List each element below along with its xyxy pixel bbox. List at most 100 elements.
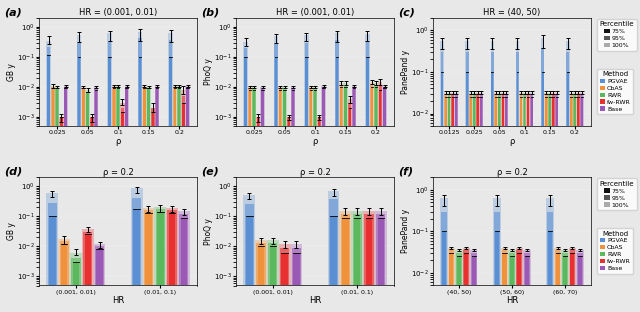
Bar bbox=[178, 88, 180, 312]
Bar bbox=[371, 87, 373, 312]
Bar bbox=[452, 97, 454, 312]
Y-axis label: PanePand y: PanePand y bbox=[401, 209, 410, 253]
Bar bbox=[501, 248, 508, 312]
Bar bbox=[317, 117, 321, 312]
Bar bbox=[463, 250, 469, 312]
Bar bbox=[353, 87, 356, 312]
Bar bbox=[248, 87, 252, 312]
Bar bbox=[581, 97, 583, 312]
Bar bbox=[552, 97, 554, 312]
Bar bbox=[577, 253, 583, 312]
Bar bbox=[505, 95, 508, 312]
Bar bbox=[562, 253, 568, 312]
Bar bbox=[186, 87, 189, 312]
Bar bbox=[523, 250, 531, 312]
Bar bbox=[173, 87, 177, 312]
Bar bbox=[108, 41, 111, 312]
Bar bbox=[274, 36, 278, 312]
Bar bbox=[451, 93, 454, 312]
Bar bbox=[287, 117, 290, 312]
Bar bbox=[472, 256, 476, 312]
Bar bbox=[83, 232, 92, 312]
Bar bbox=[340, 214, 350, 312]
Bar bbox=[142, 86, 147, 312]
Legend: PGVAE, CbAS, RWR, fw-RWR, Base: PGVAE, CbAS, RWR, fw-RWR, Base bbox=[597, 228, 634, 274]
Bar bbox=[471, 253, 477, 312]
Bar bbox=[570, 93, 573, 312]
Bar bbox=[58, 239, 70, 312]
Bar bbox=[95, 90, 97, 312]
Bar bbox=[502, 253, 507, 312]
Bar bbox=[448, 95, 451, 312]
Bar bbox=[336, 57, 338, 312]
Bar bbox=[125, 88, 128, 312]
Bar bbox=[51, 87, 54, 312]
Bar bbox=[383, 87, 386, 312]
Bar bbox=[444, 95, 447, 312]
Bar bbox=[86, 92, 90, 312]
Bar bbox=[321, 86, 326, 312]
Bar bbox=[498, 95, 500, 312]
Bar bbox=[508, 250, 516, 312]
Bar bbox=[133, 209, 140, 312]
Text: (d): (d) bbox=[4, 167, 23, 177]
Bar bbox=[60, 241, 68, 312]
Bar bbox=[502, 250, 508, 312]
Bar bbox=[314, 88, 317, 312]
Bar bbox=[378, 218, 384, 312]
Bar bbox=[351, 211, 363, 312]
Bar bbox=[90, 117, 94, 312]
Bar bbox=[248, 88, 252, 312]
Bar bbox=[55, 87, 60, 312]
Bar bbox=[244, 204, 254, 312]
Bar bbox=[60, 117, 63, 312]
Bar bbox=[244, 57, 246, 312]
Bar bbox=[344, 85, 347, 312]
X-axis label: HR: HR bbox=[506, 296, 518, 305]
Bar bbox=[84, 235, 91, 312]
Y-axis label: PhoQ y: PhoQ y bbox=[204, 59, 213, 85]
Bar bbox=[51, 86, 55, 312]
Bar bbox=[470, 250, 477, 312]
Bar bbox=[570, 97, 572, 312]
Bar bbox=[363, 211, 375, 312]
Bar bbox=[93, 244, 106, 312]
Bar bbox=[376, 214, 385, 312]
Bar bbox=[60, 117, 63, 312]
Bar bbox=[440, 198, 448, 312]
Bar bbox=[86, 90, 90, 312]
Bar bbox=[329, 199, 338, 312]
Bar bbox=[552, 93, 555, 312]
Bar bbox=[469, 95, 472, 312]
Bar bbox=[47, 193, 58, 312]
Bar bbox=[498, 93, 501, 312]
Bar bbox=[561, 250, 569, 312]
Bar bbox=[291, 87, 295, 312]
Bar bbox=[574, 97, 576, 312]
Bar bbox=[445, 97, 447, 312]
Bar bbox=[516, 248, 523, 312]
Bar bbox=[177, 86, 181, 312]
Bar bbox=[154, 207, 166, 312]
Bar bbox=[252, 87, 256, 312]
Bar bbox=[495, 232, 499, 312]
Bar bbox=[519, 93, 523, 312]
Bar bbox=[131, 188, 143, 312]
Bar bbox=[305, 57, 308, 312]
Bar bbox=[547, 198, 554, 312]
Bar bbox=[275, 57, 277, 312]
Bar bbox=[366, 42, 369, 312]
X-axis label: HR: HR bbox=[309, 296, 321, 305]
Bar bbox=[580, 93, 584, 312]
Bar bbox=[169, 40, 172, 312]
Bar bbox=[365, 34, 370, 312]
Bar bbox=[278, 87, 282, 312]
Bar bbox=[293, 253, 300, 312]
Bar bbox=[166, 208, 178, 312]
Bar bbox=[322, 87, 325, 312]
Bar bbox=[173, 86, 177, 312]
Bar bbox=[573, 95, 576, 312]
X-axis label: ρ: ρ bbox=[115, 137, 121, 146]
Bar bbox=[545, 97, 547, 312]
Bar bbox=[291, 244, 302, 312]
